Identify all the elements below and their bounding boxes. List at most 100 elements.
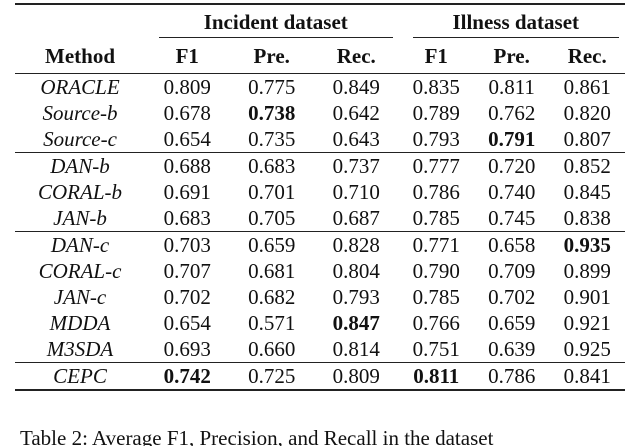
method-cell: M3SDA [46, 337, 114, 361]
table-row: CORAL-c 0.707 0.681 0.804 0.790 0.709 0.899 [15, 258, 625, 284]
method-cell: ORACLE [40, 75, 120, 99]
value-cell: 0.811 [488, 75, 535, 99]
table-row: MDDA 0.654 0.571 0.847 0.766 0.659 0.921 [15, 310, 625, 336]
value-cell: 0.709 [488, 259, 536, 283]
group-header: Incident dataset [145, 4, 399, 39]
value-cell: 0.809 [313, 362, 399, 390]
value-cell: 0.814 [332, 337, 380, 361]
method-cell: Source-b [42, 101, 118, 125]
method-cell: DAN-c [15, 231, 145, 258]
value-cell: 0.785 [412, 206, 460, 230]
column-header: Pre. [473, 39, 550, 74]
value-cell: 0.791 [488, 127, 536, 151]
method-cell: CEPC [15, 362, 145, 390]
column-header: F1 [145, 39, 230, 74]
method-cell: DAN-b [15, 152, 145, 179]
value-cell: 0.762 [488, 101, 536, 125]
table-row: CORAL-b 0.691 0.701 0.710 0.786 0.740 0.845 [15, 179, 625, 205]
group-header-text: Illness dataset [412, 7, 619, 38]
table-row: DAN-c 0.703 0.659 0.828 0.771 0.658 0.935 [15, 231, 625, 258]
value-cell: 0.786 [473, 362, 550, 390]
value-cell: 0.654 [163, 127, 211, 151]
table-row: Source-b 0.678 0.738 0.642 0.789 0.762 0.820 [15, 100, 625, 126]
value-cell: 0.766 [412, 311, 460, 335]
value-cell: 0.710 [332, 180, 380, 204]
empty-header [15, 4, 145, 39]
value-cell: 0.809 [163, 75, 211, 99]
value-cell: 0.852 [549, 152, 625, 179]
value-cell: 0.707 [163, 259, 211, 283]
column-header: Method [15, 39, 145, 74]
value-cell: 0.777 [398, 152, 474, 179]
table-row: DAN-b 0.688 0.683 0.737 0.777 0.720 0.852 [15, 152, 625, 179]
value-cell: 0.828 [313, 231, 399, 258]
value-cell: 0.849 [332, 75, 380, 99]
method-cell: MDDA [49, 311, 111, 335]
column-header: Rec. [313, 39, 399, 74]
value-cell: 0.935 [549, 231, 625, 258]
value-cell: 0.683 [163, 206, 211, 230]
value-cell: 0.681 [248, 259, 296, 283]
method-cell: JAN-c [53, 285, 107, 309]
column-header: F1 [398, 39, 474, 74]
column-header: Rec. [549, 39, 625, 74]
results-table: Incident dataset Illness dataset Method F… [15, 3, 625, 391]
value-cell: 0.785 [412, 285, 460, 309]
group-header-row: Incident dataset Illness dataset [15, 4, 625, 39]
value-cell: 0.571 [248, 311, 296, 335]
value-cell: 0.861 [563, 75, 611, 99]
value-cell: 0.639 [488, 337, 536, 361]
method-cell: Source-c [43, 127, 117, 151]
value-cell: 0.811 [398, 362, 474, 390]
value-cell: 0.691 [163, 180, 211, 204]
value-cell: 0.702 [488, 285, 536, 309]
value-cell: 0.742 [145, 362, 230, 390]
value-cell: 0.701 [248, 180, 296, 204]
value-cell: 0.678 [163, 101, 211, 125]
value-cell: 0.789 [412, 101, 460, 125]
value-cell: 0.790 [412, 259, 460, 283]
table-row: JAN-b 0.683 0.705 0.687 0.785 0.745 0.838 [15, 205, 625, 232]
method-cell: CORAL-c [38, 259, 122, 283]
value-cell: 0.925 [563, 337, 611, 361]
method-cell: JAN-b [53, 206, 107, 230]
value-cell: 0.703 [145, 231, 230, 258]
value-cell: 0.693 [163, 337, 211, 361]
value-cell: 0.921 [563, 311, 611, 335]
value-cell: 0.838 [563, 206, 611, 230]
group-header: Illness dataset [399, 4, 626, 39]
caption: Table 2: Average F1, Precision, and Reca… [20, 426, 494, 446]
value-cell: 0.845 [563, 180, 611, 204]
value-cell: 0.705 [248, 206, 296, 230]
value-cell: 0.841 [549, 362, 625, 390]
value-cell: 0.642 [332, 101, 380, 125]
column-header-row: Method F1 Pre. Rec. F1 Pre. Rec. [15, 39, 625, 74]
method-cell: CORAL-b [38, 180, 122, 204]
value-cell: 0.659 [229, 231, 314, 258]
value-cell: 0.682 [248, 285, 296, 309]
value-cell: 0.835 [412, 75, 460, 99]
value-cell: 0.740 [488, 180, 536, 204]
value-cell: 0.775 [248, 75, 296, 99]
value-cell: 0.654 [163, 311, 211, 335]
value-cell: 0.793 [412, 127, 460, 151]
value-cell: 0.899 [563, 259, 611, 283]
value-cell: 0.688 [145, 152, 230, 179]
table-row: CEPC 0.742 0.725 0.809 0.811 0.786 0.841 [15, 362, 625, 390]
value-cell: 0.738 [248, 101, 296, 125]
value-cell: 0.737 [313, 152, 399, 179]
value-cell: 0.643 [332, 127, 380, 151]
table-row: ORACLE 0.809 0.775 0.849 0.835 0.811 0.861 [15, 74, 625, 101]
table-row: JAN-c 0.702 0.682 0.793 0.785 0.702 0.901 [15, 284, 625, 310]
table-row: Source-c 0.654 0.735 0.643 0.793 0.791 0.807 [15, 126, 625, 153]
value-cell: 0.735 [248, 127, 296, 151]
group-header-text: Incident dataset [159, 7, 393, 38]
value-cell: 0.804 [332, 259, 380, 283]
value-cell: 0.725 [229, 362, 314, 390]
value-cell: 0.720 [473, 152, 550, 179]
value-cell: 0.702 [163, 285, 211, 309]
value-cell: 0.751 [412, 337, 460, 361]
value-cell: 0.793 [332, 285, 380, 309]
value-cell: 0.807 [563, 127, 611, 151]
